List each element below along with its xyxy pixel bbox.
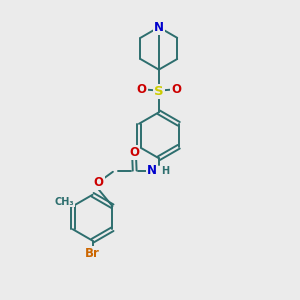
Text: O: O	[137, 83, 147, 96]
Text: Br: Br	[85, 247, 100, 260]
Text: N: N	[147, 164, 157, 177]
Text: O: O	[129, 146, 139, 159]
Text: CH₃: CH₃	[55, 196, 74, 207]
Text: O: O	[94, 176, 104, 190]
Text: S: S	[154, 85, 164, 98]
Text: H: H	[161, 166, 169, 176]
Text: O: O	[171, 83, 181, 96]
Text: N: N	[154, 21, 164, 34]
